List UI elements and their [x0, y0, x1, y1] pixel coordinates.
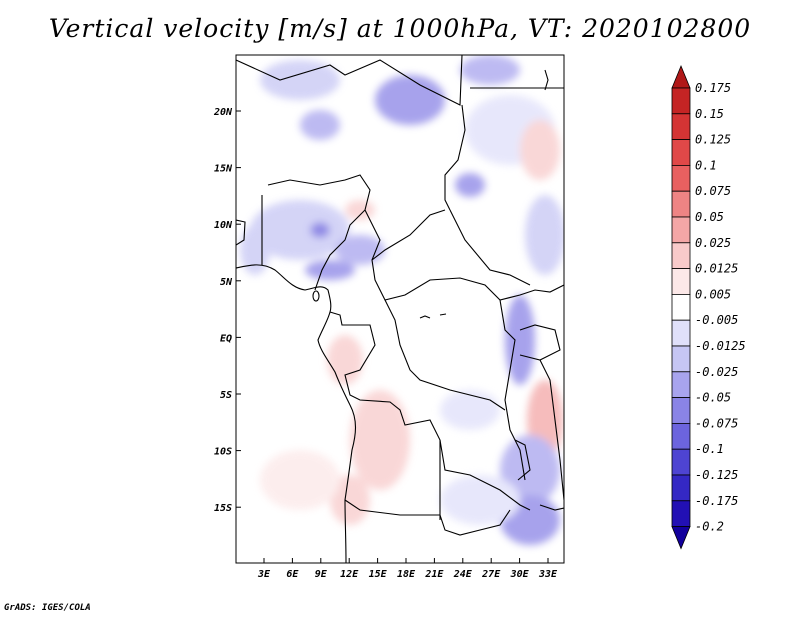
colorbar-level-label: 0.075: [695, 184, 731, 198]
lat-tick-label: 5N: [220, 277, 233, 288]
colorbar-level-label: 0.15: [695, 107, 724, 121]
colorbar-level-label: -0.075: [695, 416, 738, 430]
colorbar-swatch: [671, 242, 691, 270]
lat-tick-label: 10N: [214, 220, 233, 231]
colorbar-level-label: -0.05: [695, 391, 731, 405]
colorbar-swatch: [671, 397, 691, 424]
colorbar-swatch: [671, 216, 691, 244]
country-borders: [236, 55, 564, 563]
lat-tick-label: 15S: [214, 503, 232, 514]
colorbar-swatch: [671, 87, 691, 115]
colorbar-swatch: [671, 345, 691, 373]
colorbar-swatch: [671, 500, 691, 527]
map-frame: [235, 54, 565, 564]
colorbar-swatch: [671, 190, 691, 218]
chart-title: Vertical velocity [m/s] at 1000hPa, VT: …: [48, 14, 752, 43]
colorbar-level-label: -0.025: [695, 365, 738, 379]
lon-tick-label: 27E: [481, 569, 501, 580]
colorbar-swatch: [671, 474, 691, 502]
lon-tick-label: 9E: [315, 569, 328, 580]
colorbar-level-label: -0.005: [695, 313, 738, 327]
colorbar-level-label: 0.1: [695, 158, 717, 172]
lon-tick-label: 15E: [369, 569, 388, 580]
lon-tick-label: 6E: [286, 569, 299, 580]
colorbar-swatch: [671, 422, 691, 450]
lon-tick-label: 21E: [424, 569, 444, 580]
lon-tick-label: 33E: [538, 569, 558, 580]
colorbar-swatch: [671, 64, 691, 89]
colorbar-level-label: 0.005: [695, 287, 731, 301]
colorbar-level-label: 0.175: [695, 81, 731, 95]
colorbar-level-label: -0.0125: [695, 339, 746, 353]
lon-tick-label: 3E: [257, 569, 271, 580]
lon-tick-label: 18E: [397, 569, 416, 580]
longitude-axis: 3E 6E 9E 12E 15E 18E 21E 24E 27E 30E 33E: [257, 558, 558, 580]
colorbar-swatch: [671, 268, 691, 295]
colorbar-swatch: [671, 113, 691, 141]
colorbar-level-label: -0.175: [695, 494, 738, 508]
colorbar-swatch: [671, 371, 691, 398]
colorbar: 0.175 0.15 0.125 0.1 0.075 0.05 0.025 0.0125 0.0…: [671, 64, 746, 550]
colorbar-level-label: 0.125: [695, 133, 731, 147]
colorbar-swatch: [671, 319, 691, 347]
colorbar-swatch: [671, 164, 691, 192]
colorbar-level-label: 0.05: [695, 210, 724, 224]
colorbar-level-label: -0.125: [695, 468, 738, 482]
lon-tick-label: 24E: [453, 569, 473, 580]
colorbar-swatch: [671, 526, 691, 550]
lat-tick-label: 20N: [213, 107, 233, 118]
colorbar-level-label: 0.025: [695, 236, 731, 250]
lon-tick-label: 12E: [340, 569, 359, 580]
lat-tick-label: 5S: [220, 390, 232, 401]
colorbar-swatch: [671, 448, 691, 476]
lat-tick-label: EQ: [220, 333, 232, 344]
colorbar-level-label: -0.2: [695, 520, 724, 534]
lat-tick-label: 15N: [214, 164, 233, 175]
lon-tick-label: 30E: [510, 569, 530, 580]
colorbar-level-label: -0.1: [695, 442, 724, 456]
colorbar-level-label: 0.0125: [695, 262, 738, 276]
grads-credit: GrADS: IGES/COLA: [4, 603, 91, 613]
colorbar-swatch: [671, 139, 691, 166]
lat-tick-label: 10S: [214, 447, 232, 458]
latitude-axis: 20N 15N 10N 5N EQ 5S 10S 15S: [213, 107, 241, 514]
velocity-field: [240, 55, 564, 545]
colorbar-swatch: [671, 293, 691, 321]
